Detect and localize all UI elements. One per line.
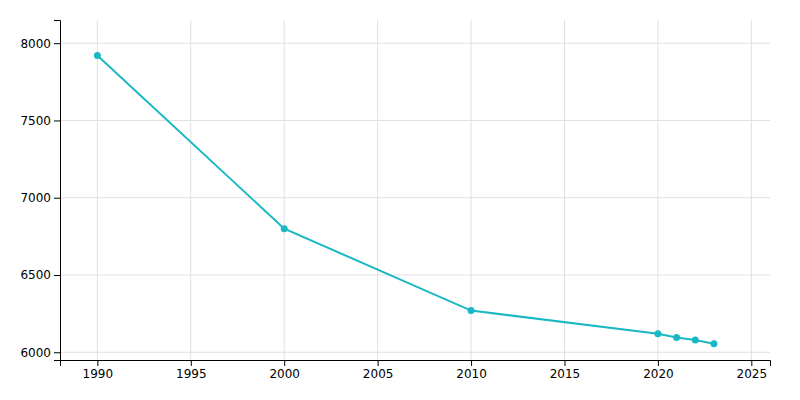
y-tick-label: 8000 [20, 37, 51, 51]
y-tick-mark [54, 120, 60, 121]
x-tick-label: 2025 [737, 367, 768, 381]
x-grid-line [377, 20, 378, 360]
y-grid-line [60, 352, 770, 353]
y-tick-mark [54, 198, 60, 199]
point [654, 330, 661, 337]
y-tick-label: 6500 [20, 268, 51, 282]
y-tick-mark [54, 275, 60, 276]
y-grid-line [60, 43, 770, 44]
y-tick-label: 7000 [20, 191, 51, 205]
x-grid-line [657, 20, 658, 360]
x-tick: 2010 [456, 360, 487, 381]
x-tick: 2015 [550, 360, 581, 381]
x-grid-line [284, 20, 285, 360]
x-tick: 1990 [83, 360, 114, 381]
point [692, 336, 699, 343]
y-axis: 6000 6500 7000 7500 8000 [20, 21, 60, 361]
y-tick: 7000 [20, 191, 60, 205]
x-tick-mark [658, 360, 659, 366]
x-tick-label: 2020 [643, 367, 674, 381]
x-tick-mark [564, 360, 565, 366]
x-tick-label: 2000 [269, 367, 300, 381]
x-tick: 2005 [363, 360, 394, 381]
x-tick-label: 2010 [456, 367, 487, 381]
x-tick-label: 1995 [176, 367, 207, 381]
y-tick: 7500 [20, 114, 60, 128]
x-grid-line [751, 20, 752, 360]
x-tick-label: 2015 [550, 367, 581, 381]
y-grid-line [60, 275, 770, 276]
x-tick-label: 1990 [83, 367, 114, 381]
line [97, 56, 714, 344]
x-tick: 2025 [737, 360, 768, 381]
x-tick: 2000 [269, 360, 300, 381]
y-tick-mark [54, 43, 60, 44]
x-grid-line [564, 20, 565, 360]
marks [94, 52, 718, 347]
x-tick-mark [751, 360, 752, 366]
y-tick-mark [54, 352, 60, 353]
y-tick: 6500 [20, 268, 60, 282]
x-tick-mark [471, 360, 472, 366]
y-grid-line [60, 197, 770, 198]
x-tick: 2020 [643, 360, 674, 381]
x-grid-line [190, 20, 191, 360]
y-tick: 6000 [20, 346, 60, 360]
grid [60, 20, 770, 360]
point [468, 307, 475, 314]
point [710, 340, 717, 347]
x-tick-mark [97, 360, 98, 366]
chart-container: 1990 1995 2000 2005 2010 2015 2020 2025 6000 6500… [0, 0, 800, 400]
x-grid-line [97, 20, 98, 360]
x-tick-label: 2005 [363, 367, 394, 381]
y-axis-line [54, 21, 61, 361]
x-tick-mark [191, 360, 192, 366]
x-tick-mark [284, 360, 285, 366]
point [281, 225, 288, 232]
y-tick-label: 6000 [20, 346, 51, 360]
x-tick-mark [378, 360, 379, 366]
x-axis: 1990 1995 2000 2005 2010 2015 2020 2025 [61, 360, 771, 381]
x-tick: 1995 [176, 360, 207, 381]
point [94, 52, 101, 59]
y-tick: 8000 [20, 37, 60, 51]
plot-area: 1990 1995 2000 2005 2010 2015 2020 2025 6000 6500… [20, 20, 770, 381]
point [673, 334, 680, 341]
x-axis-line [61, 361, 771, 367]
chart-svg: 1990 1995 2000 2005 2010 2015 2020 2025 6000 6500… [0, 0, 800, 400]
y-tick-label: 7500 [20, 114, 51, 128]
